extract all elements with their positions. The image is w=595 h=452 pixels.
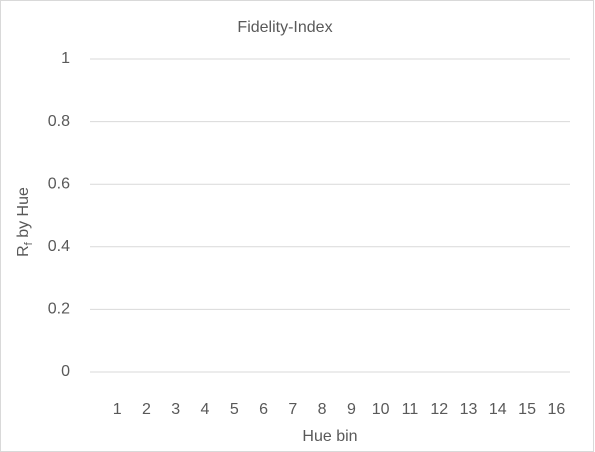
x-tick-label: 14 — [489, 401, 507, 418]
y-tick-label: 0.6 — [48, 175, 70, 192]
y-tick-label: 1 — [61, 50, 70, 67]
x-tick-label: 10 — [372, 401, 390, 418]
y-label-subscript: f — [23, 241, 35, 245]
x-tick-label: 12 — [430, 401, 448, 418]
x-tick-label: 2 — [142, 401, 151, 418]
x-axis-label: Hue bin — [302, 428, 357, 445]
x-tick-label: 7 — [288, 401, 297, 418]
x-tick-label: 13 — [460, 401, 478, 418]
x-tick-label: 9 — [347, 401, 356, 418]
x-tick-label: 16 — [547, 401, 565, 418]
y-label-main: R — [15, 245, 32, 257]
chart-title: Fidelity-Index — [237, 19, 332, 36]
x-tick-label: 3 — [171, 401, 180, 418]
x-tick-label: 15 — [518, 401, 536, 418]
y-tick-label: 0.2 — [48, 301, 70, 318]
x-tick-label: 8 — [318, 401, 327, 418]
x-tick-label: 11 — [402, 401, 419, 418]
x-tick-label: 6 — [259, 401, 268, 418]
x-tick-label: 5 — [230, 401, 239, 418]
y-axis-label: Rf by Hue — [15, 187, 35, 257]
y-tick-label: 0.4 — [48, 238, 70, 255]
x-tick-label: 1 — [113, 401, 122, 418]
y-tick-label: 0 — [61, 363, 70, 380]
x-tick-label: 4 — [201, 401, 210, 418]
y-tick-label: 0.8 — [48, 113, 70, 130]
y-label-rest: by Hue — [15, 187, 32, 242]
